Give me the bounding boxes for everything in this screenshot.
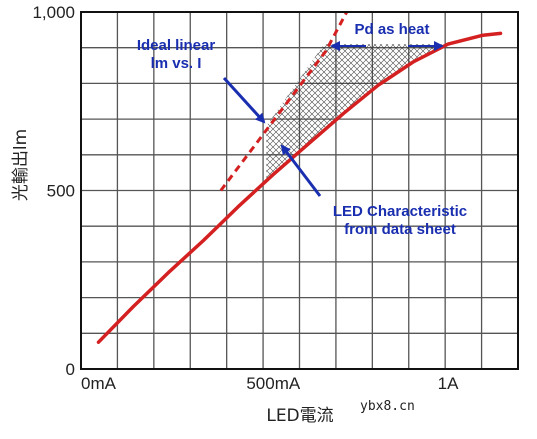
led-characteristic-arrow bbox=[280, 144, 322, 197]
x-tick-label: 0mA bbox=[81, 374, 117, 393]
annotation-ideal-linear-line2: lm vs. I bbox=[151, 55, 202, 72]
y-tick-label: 1,000 bbox=[32, 3, 75, 22]
series-ideal-linear bbox=[219, 11, 349, 192]
ideal-linear-arrow bbox=[222, 76, 266, 124]
x-tick-label: 500mA bbox=[246, 374, 301, 393]
annotation-led-char-line1: LED Characteristic bbox=[333, 203, 467, 220]
heat-region bbox=[266, 44, 449, 181]
annotation-pd-heat: Pd as heat bbox=[330, 21, 444, 51]
y-axis-title: 光輸出lm bbox=[11, 129, 31, 201]
x-axis-title: LED電流 bbox=[266, 406, 333, 426]
heat-hatch-area bbox=[266, 44, 449, 181]
annotation-ideal-linear-line1: Ideal linear bbox=[137, 37, 216, 54]
annotation-led-characteristic: LED Characteristic from data sheet bbox=[280, 144, 467, 238]
watermark: ybx8.cn bbox=[360, 399, 415, 414]
plot-frame bbox=[80, 11, 519, 370]
x-tick-label: 1A bbox=[438, 374, 459, 393]
annotation-pd-heat-label: Pd as heat bbox=[354, 21, 429, 38]
series-group bbox=[96, 11, 503, 344]
annotation-ideal-linear: Ideal linear lm vs. I bbox=[137, 37, 266, 124]
y-tick-label: 0 bbox=[66, 360, 75, 379]
series-led-characteristic bbox=[96, 31, 503, 344]
y-tick-label: 500 bbox=[47, 182, 75, 201]
annotation-led-char-line2: from data sheet bbox=[344, 221, 456, 238]
tick-labels: 0 500 1,000 0mA 500mA 1A bbox=[32, 3, 459, 393]
